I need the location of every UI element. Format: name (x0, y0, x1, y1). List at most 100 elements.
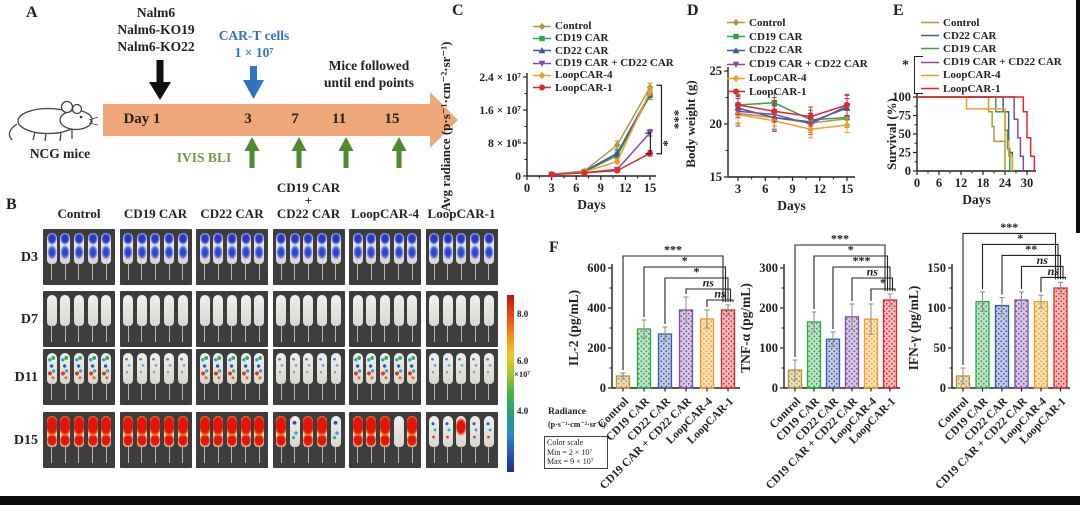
mouse-thumbnail (276, 233, 287, 280)
b-mouse-image-cell (349, 412, 421, 468)
svg-text:50: 50 (934, 341, 947, 355)
figure-right-border (1076, 0, 1080, 233)
svg-text:ns: ns (867, 265, 879, 279)
mouse-thumbnail (226, 233, 237, 280)
mouse-thumbnail (101, 295, 112, 342)
color-scale-box: Color scale Min = 2 × 10⁷ Max = 9 × 10⁷ (544, 436, 608, 469)
legend-item: CD22 CAR (921, 29, 1062, 42)
svg-text:2.4 × 10⁷: 2.4 × 10⁷ (479, 72, 521, 84)
mouse-drawing (8, 100, 99, 142)
svg-text:200: 200 (587, 341, 606, 355)
panel-e-label: E (893, 2, 904, 19)
b-mouse-image-cell (349, 291, 421, 347)
mouse-thumbnail (483, 233, 494, 280)
mouse-thumbnail (352, 416, 363, 463)
mouse-thumbnail (123, 353, 134, 400)
mouse-thumbnail (303, 295, 314, 342)
mouse-thumbnail (136, 233, 147, 280)
svg-text:3: 3 (548, 181, 554, 195)
mouse-thumbnail (483, 353, 494, 400)
legend-marker-icon (533, 35, 551, 42)
mouse-thumbnail (87, 416, 98, 463)
mouse-thumbnail (240, 295, 251, 342)
svg-text:***: *** (667, 110, 682, 130)
mouse-thumbnail (46, 233, 57, 280)
legend-marker-icon (533, 84, 551, 91)
mouse-thumbnail (366, 233, 377, 280)
svg-text:ns: ns (703, 276, 715, 290)
ncg-mice-label: NCG mice (29, 146, 91, 161)
svg-text:IL-2 (pg/mL): IL-2 (pg/mL) (566, 290, 581, 366)
mouse-thumbnail (164, 353, 175, 400)
mouse-thumbnail (393, 233, 404, 280)
timeline-day7: 7 (291, 111, 299, 127)
mouse-thumbnail (101, 233, 112, 280)
mouse-thumbnail (276, 295, 287, 342)
timeline-day1: Day 1 (123, 111, 161, 127)
svg-text:ns: ns (714, 287, 726, 301)
svg-text:0: 0 (524, 181, 530, 195)
legend-item: CD19 CAR (533, 32, 674, 44)
mouse-thumbnail (136, 416, 147, 463)
b-mouse-image-cell (119, 412, 192, 468)
svg-text:200: 200 (759, 301, 778, 315)
svg-text:*: * (656, 140, 671, 147)
svg-text:0: 0 (940, 381, 946, 395)
mouse-thumbnail (177, 233, 188, 280)
panel-c-label: C (452, 2, 464, 19)
svg-text:*: * (1017, 231, 1023, 245)
legend-item: LoopCAR-4 (533, 69, 674, 81)
b-row-label: D7 (20, 312, 38, 327)
timeline-day15: 15 (384, 111, 400, 127)
b-mouse-image-cell (119, 349, 192, 405)
mouse-thumbnail (289, 416, 300, 463)
legend-marker-icon (727, 74, 745, 82)
svg-text:6: 6 (762, 182, 768, 196)
mouse-thumbnail (303, 353, 314, 400)
legend-marker-icon (727, 88, 745, 95)
ivis-arrow-icons (244, 137, 407, 168)
mouse-thumbnail (470, 416, 481, 463)
mouse-thumbnail (429, 295, 440, 342)
b-mouse-image-cell (196, 229, 268, 285)
legend-marker-icon (533, 22, 551, 30)
mouse-thumbnail (276, 353, 287, 400)
mouse-thumbnail (366, 416, 377, 463)
mouse-thumbnail (123, 295, 134, 342)
legend-d: Control CD19 CAR CD22 CAR CD19 CAR + CD22 C… (727, 16, 868, 99)
svg-text:15: 15 (710, 170, 723, 184)
mouse-thumbnail (330, 233, 341, 280)
svg-text:300: 300 (759, 261, 778, 275)
mouse-thumbnail (456, 295, 467, 342)
mouse-thumbnail (60, 416, 71, 463)
b-mouse-image-cell (119, 291, 192, 347)
b-mouse-image-cell (43, 412, 115, 468)
svg-text:1.6 × 10⁷: 1.6 × 10⁷ (479, 105, 521, 117)
mouse-thumbnail (456, 233, 467, 280)
b-mouse-image-cell (272, 291, 345, 347)
legend-item: LoopCAR-1 (727, 85, 868, 99)
mouse-thumbnail (226, 295, 237, 342)
svg-text:18: 18 (977, 176, 990, 190)
b-mouse-image-cell (425, 229, 498, 285)
mouse-thumbnail (213, 416, 224, 463)
colorbar-tick-high: 8.0 (517, 309, 529, 319)
legend-marker-icon (921, 87, 939, 90)
legend-marker-icon (921, 34, 939, 37)
mouse-thumbnail (60, 233, 71, 280)
mouse-thumbnail (177, 353, 188, 400)
b-mouse-image-cell (43, 291, 115, 347)
legend-marker-icon (533, 60, 551, 67)
e-legend-sig-star: * (902, 58, 909, 73)
svg-text:100: 100 (759, 341, 778, 355)
svg-text:*: * (848, 243, 854, 257)
mouse-thumbnail (483, 295, 494, 342)
mouse-thumbnail (240, 353, 251, 400)
svg-text:75: 75 (899, 109, 912, 123)
mouse-thumbnail (213, 233, 224, 280)
panel-a-schematic (8, 60, 458, 168)
svg-text:8 × 10⁶: 8 × 10⁶ (488, 138, 522, 150)
mouse-thumbnail (73, 416, 84, 463)
chart-e: 0 6 12 18 24 30 0 25 50 75 100 Days Survival (%) (884, 90, 1036, 207)
